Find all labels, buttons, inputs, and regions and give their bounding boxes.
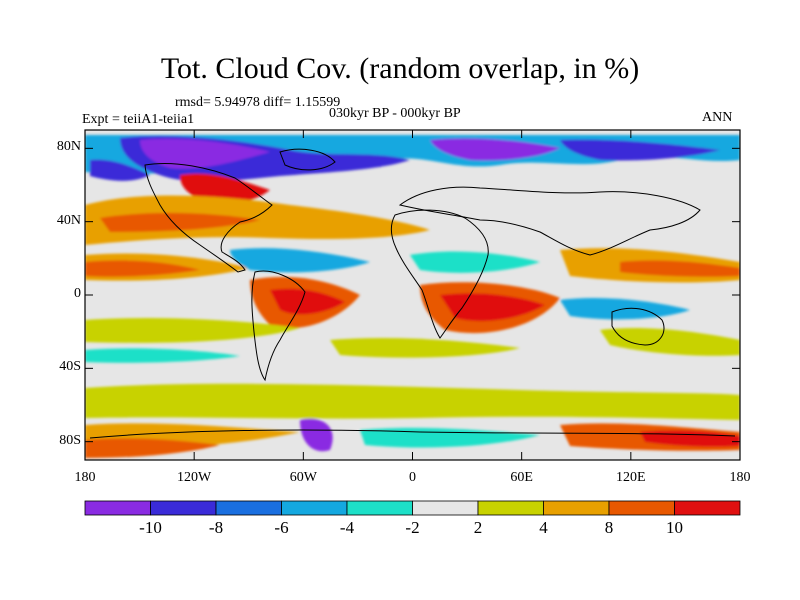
colorbar-swatch — [150, 500, 217, 516]
x-tick-label: 60E — [510, 470, 533, 485]
colorbar-swatch — [477, 500, 544, 516]
colorbar — [84, 500, 741, 516]
colorbar-label: -10 — [139, 518, 162, 537]
colorbar-label: 10 — [666, 518, 683, 537]
y-tick-label: 40N — [56, 212, 81, 228]
x-tick-label: 120W — [177, 470, 212, 485]
cloud-cover-field — [85, 130, 740, 460]
colorbar-swatch — [215, 500, 282, 516]
colorbar-label: -4 — [339, 518, 355, 537]
colorbar-swatch — [608, 500, 675, 516]
colorbar-swatch — [674, 500, 741, 516]
colorbar-swatch — [84, 500, 151, 516]
colorbar-label: 4 — [539, 518, 548, 537]
colorbar-swatch — [346, 500, 413, 516]
plot-title: Tot. Cloud Cov. (random overlap, in %) — [160, 52, 640, 85]
colorbar-label: -8 — [208, 518, 224, 537]
experiment-label: Expt = teiiA1-teiia1 — [82, 112, 195, 127]
colorbar-label: 2 — [473, 518, 483, 537]
x-tick-label: 60W — [289, 470, 317, 485]
y-tick-label: 40S — [59, 359, 81, 375]
period-label: 030kyr BP - 000kyr BP — [329, 106, 461, 121]
y-tick-label: 80S — [59, 432, 81, 448]
axis-ticks — [84, 130, 741, 460]
season-label: ANN — [702, 110, 733, 125]
colorbar-swatch — [281, 500, 348, 516]
colorbar-swatch — [412, 500, 479, 516]
colorbar-label: -6 — [274, 518, 289, 537]
coastlines — [89, 148, 736, 439]
y-tick-label: 80N — [56, 139, 81, 155]
stats-label: rmsd= 5.94978 diff= 1.15599 — [175, 95, 341, 110]
colorbar-swatch — [543, 500, 610, 516]
x-tick-label: 180 — [729, 470, 751, 485]
y-tick-label: 0 — [74, 286, 81, 301]
x-tick-label: 180 — [74, 470, 96, 485]
x-tick-label: 120E — [616, 470, 646, 485]
colorbar-label: -2 — [405, 518, 420, 537]
colorbar-label: 8 — [604, 518, 614, 537]
x-tick-label: 0 — [409, 470, 416, 485]
